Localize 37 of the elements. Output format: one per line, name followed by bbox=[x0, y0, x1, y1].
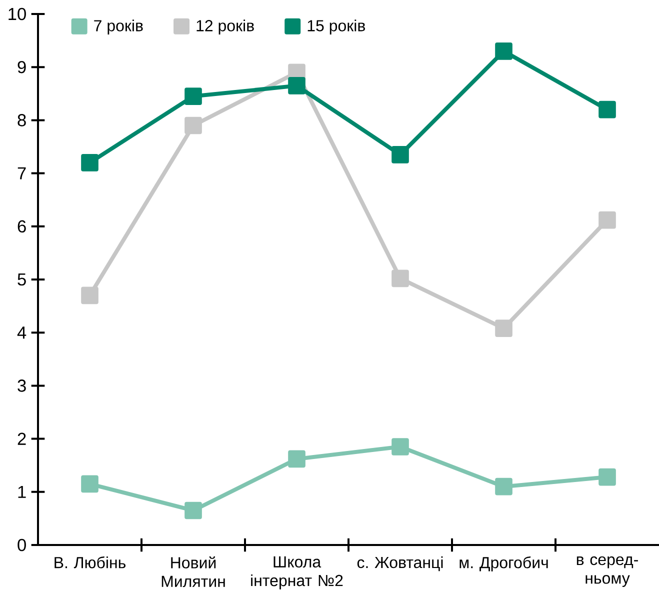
y-tick-label: 0 bbox=[18, 538, 26, 552]
y-tick-label: 5 bbox=[18, 273, 26, 286]
y-tick-label: 8 bbox=[18, 114, 26, 126]
point bbox=[288, 77, 306, 94]
point bbox=[184, 116, 202, 134]
legend-label: 15 років bbox=[308, 20, 365, 35]
x-tick-label: В. Любінь bbox=[54, 556, 126, 568]
point bbox=[81, 154, 98, 172]
x-tick-label: в серед-ньому bbox=[576, 556, 638, 587]
x-tick-label: Новий Милятин bbox=[162, 556, 225, 588]
point bbox=[81, 286, 98, 304]
point bbox=[392, 146, 409, 164]
y-tick-label: 3 bbox=[18, 380, 26, 392]
point bbox=[81, 475, 98, 493]
point bbox=[495, 42, 512, 60]
point bbox=[184, 88, 202, 105]
point bbox=[598, 211, 616, 229]
point bbox=[598, 100, 616, 118]
legend-label: 12 років bbox=[196, 20, 254, 35]
y-tick-label: 1 bbox=[18, 486, 26, 498]
x-tick-label: с. Жовтанці bbox=[357, 556, 443, 572]
point bbox=[184, 502, 202, 520]
point bbox=[495, 478, 512, 496]
y-tick-label: 2 bbox=[18, 432, 26, 445]
point bbox=[598, 468, 616, 486]
x-tick-label: м. Дрогобич bbox=[460, 556, 548, 572]
y-tick-label: 7 bbox=[18, 167, 26, 180]
legend-label: 7 років bbox=[94, 20, 143, 35]
y-tick-label: 10 bbox=[8, 8, 26, 20]
point bbox=[495, 320, 512, 338]
x-tick-label: Школа інтернат №2 bbox=[251, 556, 343, 590]
y-tick-label: 6 bbox=[18, 220, 26, 233]
point bbox=[288, 450, 306, 468]
y-tick-label: 4 bbox=[17, 326, 26, 339]
y-tick-label: 9 bbox=[18, 60, 26, 74]
point bbox=[392, 270, 409, 288]
point bbox=[392, 438, 409, 456]
